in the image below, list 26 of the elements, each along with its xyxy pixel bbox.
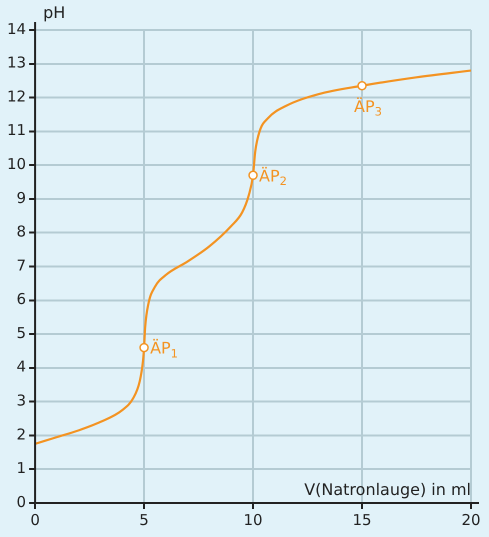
x-tick-label: 20 (461, 510, 481, 529)
y-axis-title: pH (43, 3, 66, 22)
y-tick-label: 5 (16, 324, 26, 342)
y-tick-label: 9 (16, 188, 26, 207)
y-tick-label: 10 (6, 155, 26, 174)
x-tick-label: 5 (139, 510, 149, 529)
y-tick-label: 11 (6, 121, 26, 140)
x-axis-title: V(Natronlauge) in ml (304, 480, 471, 499)
line-series (35, 69, 471, 445)
y-tick-label: 12 (6, 87, 26, 106)
y-tick-label: 3 (16, 392, 26, 410)
y-tick-label: 2 (16, 425, 26, 444)
x-tick-label: 0 (30, 510, 40, 529)
point (357, 80, 367, 90)
x-tick-label: 15 (352, 510, 372, 529)
point (248, 170, 258, 180)
y-tick-label: 1 (16, 459, 26, 478)
y-tick-label: 7 (16, 256, 26, 274)
point (139, 342, 149, 352)
x-tick-label: 10 (243, 510, 263, 529)
y-tick-label: 13 (6, 54, 26, 72)
y-tick-label: 6 (16, 290, 26, 308)
y-tick-label: 4 (16, 358, 26, 376)
y-tick-label: 0 (16, 492, 26, 511)
y-tick-label: 14 (6, 20, 26, 38)
y-tick-label: 8 (16, 222, 26, 241)
